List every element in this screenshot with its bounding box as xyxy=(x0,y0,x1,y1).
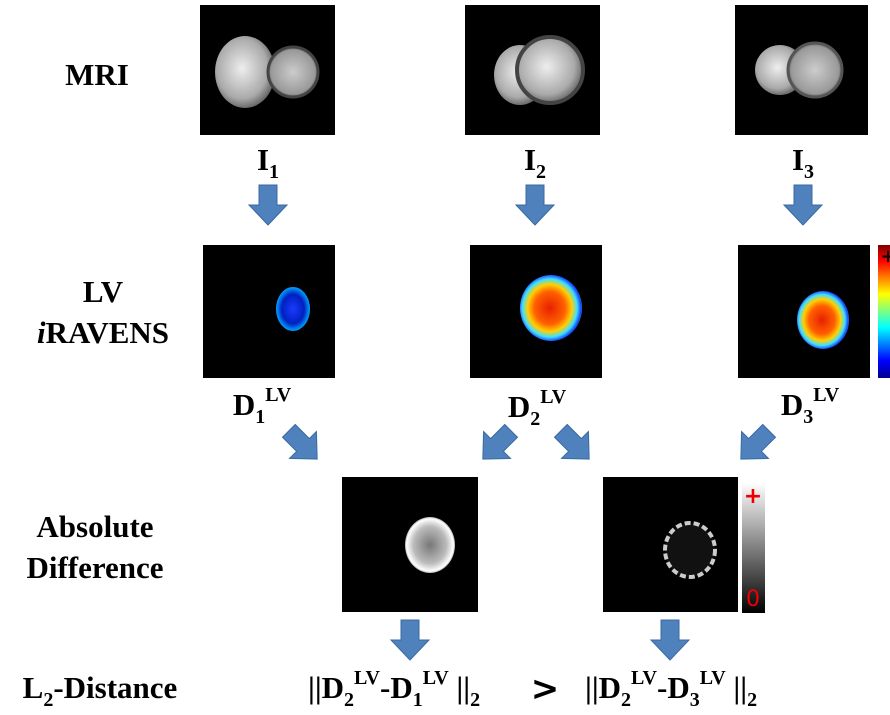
arrow xyxy=(651,620,689,660)
image-label: I3 xyxy=(792,142,814,183)
colorbar-max: + xyxy=(744,484,762,509)
row-label-sub: 2 xyxy=(43,689,53,711)
label-base: D xyxy=(233,387,255,422)
mri-tissue xyxy=(788,43,842,97)
label-sub: 1 xyxy=(269,161,279,183)
row-label: Difference xyxy=(26,550,163,585)
ravens-map xyxy=(797,291,849,349)
ravens-image xyxy=(203,245,335,378)
label-sup: LV xyxy=(265,384,292,406)
label-base: D xyxy=(508,389,530,424)
arrow xyxy=(516,185,554,225)
row-label: iRAVENS xyxy=(37,315,169,350)
arrow xyxy=(391,620,429,660)
formula-sub: 2 xyxy=(747,689,757,711)
row-label-text: RAVENS xyxy=(46,315,169,350)
row-label: Absolute xyxy=(36,509,153,544)
row-label-text: -Distance xyxy=(53,670,177,705)
formula-part: -D xyxy=(657,670,690,705)
row-label: LV xyxy=(83,274,124,309)
label-sub: 3 xyxy=(804,161,814,183)
mri-tissue xyxy=(517,37,583,103)
mri-tissue xyxy=(268,47,318,97)
formula-sub: 2 xyxy=(621,689,631,711)
formula-sub: 1 xyxy=(413,689,423,711)
difference-map xyxy=(405,517,455,573)
colorbar-max: + xyxy=(880,246,890,267)
label-sup: LV xyxy=(540,386,567,408)
row-label: MRI xyxy=(65,57,129,92)
formula-sup: LV xyxy=(354,667,381,689)
arrow xyxy=(275,417,330,472)
formula-sub: 2 xyxy=(470,689,480,711)
formula-sup: LV xyxy=(631,667,658,689)
formula-sub: 3 xyxy=(690,689,700,711)
label-base: I xyxy=(792,142,804,177)
formula-part: -D xyxy=(380,670,413,705)
formula-sup: LV xyxy=(700,667,727,689)
label-base: I xyxy=(257,142,269,177)
formula-sub: 2 xyxy=(344,689,354,711)
deformation-label: D2LV xyxy=(508,386,567,430)
image-label: I1 xyxy=(257,142,279,183)
formula: ||D2LV-D3LV ||2 xyxy=(585,667,757,711)
arrow xyxy=(727,417,782,472)
mri-tissue xyxy=(215,36,275,108)
label-sub: 3 xyxy=(803,406,813,428)
formula-part: ||D xyxy=(308,670,344,705)
row-label-text: L xyxy=(23,670,44,705)
diagram: + + 0 MRI LV iRAVENS Absolute Difference… xyxy=(0,0,890,715)
formula-sup: LV xyxy=(423,667,450,689)
colorbar-min: 0 xyxy=(746,587,760,612)
label-sub: 2 xyxy=(536,161,546,183)
image-label: I2 xyxy=(524,142,546,183)
page: + + 0 MRI LV iRAVENS Absolute Difference… xyxy=(0,0,890,715)
formula: ||D2LV-D1LV ||2 xyxy=(308,667,480,711)
label-base: I xyxy=(524,142,536,177)
formula-part: ||D xyxy=(585,670,621,705)
formula-part: || xyxy=(449,670,470,705)
label-sub: 2 xyxy=(530,408,540,430)
label-sup: LV xyxy=(813,384,840,406)
arrow xyxy=(249,185,287,225)
ravens-map xyxy=(520,275,582,341)
deformation-label: D1LV xyxy=(233,384,292,428)
deformation-label: D3LV xyxy=(781,384,840,428)
ravens-map xyxy=(276,287,310,331)
difference-map xyxy=(665,523,715,577)
row-label: L2-Distance xyxy=(23,670,178,711)
arrow xyxy=(784,185,822,225)
arrow xyxy=(469,417,524,472)
comparison: > xyxy=(531,669,560,709)
label-base: D xyxy=(781,387,803,422)
arrow xyxy=(547,417,602,472)
label-sub: 1 xyxy=(255,406,265,428)
formula-part: || xyxy=(726,670,747,705)
